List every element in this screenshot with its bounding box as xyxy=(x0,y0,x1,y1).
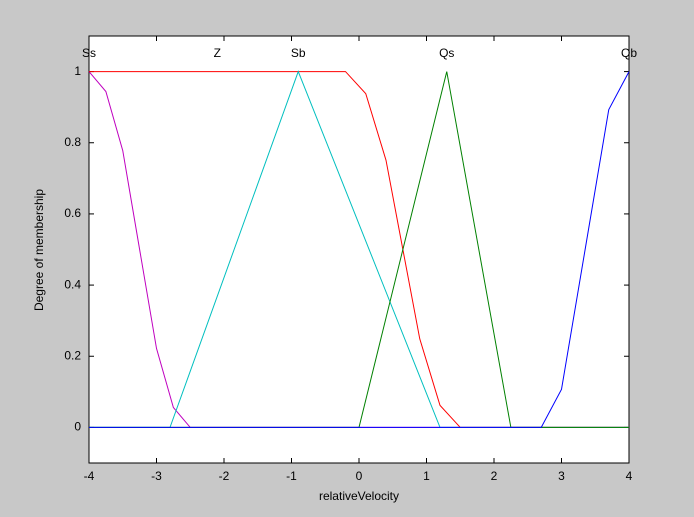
y-tick-label: 0.8 xyxy=(64,135,81,149)
x-tick-label: 3 xyxy=(558,469,565,483)
x-tick-label: -2 xyxy=(219,469,230,483)
x-tick-label: 0 xyxy=(356,469,363,483)
y-tick-label: 0.4 xyxy=(64,277,81,291)
membership-curve xyxy=(89,71,630,428)
x-axis-label: relativeVelocity xyxy=(319,489,399,503)
y-tick-label: 1 xyxy=(74,64,81,78)
x-tick-label: 2 xyxy=(491,469,498,483)
curve-label: Z xyxy=(214,46,221,60)
axes xyxy=(88,35,630,464)
membership-curve xyxy=(88,71,629,428)
curve-label: Qb xyxy=(621,46,637,60)
x-tick-label: -4 xyxy=(84,469,95,483)
x-tick-label: 1 xyxy=(423,469,430,483)
x-tick-label: 4 xyxy=(626,469,633,483)
y-tick-label: 0 xyxy=(74,420,81,434)
y-axis-label: Degree of membership xyxy=(32,189,46,311)
curve-label: Sb xyxy=(291,46,306,60)
x-tick-label: -1 xyxy=(286,469,297,483)
y-tick-label: 0.6 xyxy=(64,206,81,220)
y-tick-label: 0.2 xyxy=(64,348,81,362)
curve-label: Qs xyxy=(439,46,454,60)
x-tick-label: -3 xyxy=(151,469,162,483)
curve-label: Ss xyxy=(82,46,96,60)
